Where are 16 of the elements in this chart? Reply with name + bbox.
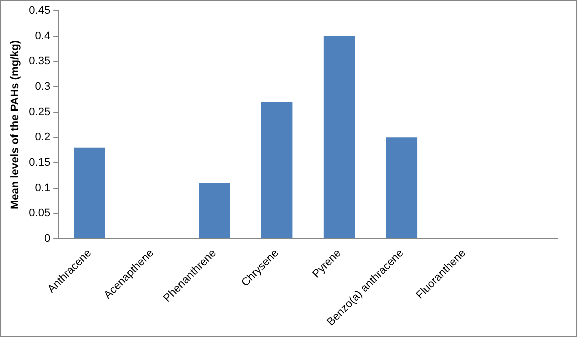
y-tick-label: 0.1 — [35, 182, 51, 194]
y-tick-label: 0.35 — [29, 56, 51, 68]
y-tick-label: 0.45 — [29, 5, 51, 18]
y-tick-label: 0.15 — [29, 157, 51, 170]
y-tick-label: 0.05 — [29, 208, 51, 220]
bar — [324, 36, 356, 239]
y-tick-label: 0.2 — [35, 132, 51, 144]
y-axis-title: Mean levels of the PAHs (mg/kg) — [10, 40, 22, 210]
bar — [261, 102, 293, 239]
y-tick-label: 0 — [44, 233, 51, 246]
bar — [386, 138, 418, 239]
bar — [74, 148, 106, 239]
y-tick-label: 0.4 — [35, 30, 51, 42]
y-tick-label: 0.25 — [29, 106, 51, 118]
y-tick-label: 0.3 — [35, 81, 51, 94]
bar — [199, 183, 230, 239]
